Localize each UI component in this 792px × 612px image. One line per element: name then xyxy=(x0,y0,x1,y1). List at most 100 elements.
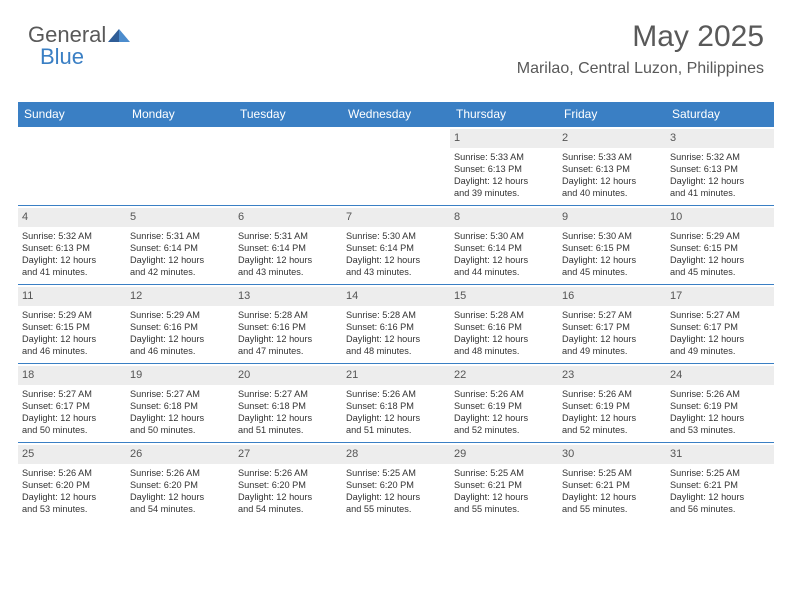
daylight-text: Daylight: 12 hours xyxy=(562,412,662,424)
calendar-day-cell: 17Sunrise: 5:27 AMSunset: 6:17 PMDayligh… xyxy=(666,285,774,363)
sunrise-text: Sunrise: 5:31 AM xyxy=(238,230,338,242)
sunset-text: Sunset: 6:21 PM xyxy=(562,479,662,491)
daylight-text: Daylight: 12 hours xyxy=(562,175,662,187)
calendar-day-cell: 6Sunrise: 5:31 AMSunset: 6:14 PMDaylight… xyxy=(234,206,342,284)
day-number: 30 xyxy=(558,445,666,464)
sunrise-text: Sunrise: 5:26 AM xyxy=(454,388,554,400)
sunrise-text: Sunrise: 5:27 AM xyxy=(670,309,770,321)
sunset-text: Sunset: 6:14 PM xyxy=(130,242,230,254)
sunset-text: Sunset: 6:16 PM xyxy=(346,321,446,333)
daylight-text: and 50 minutes. xyxy=(130,424,230,436)
daylight-text: Daylight: 12 hours xyxy=(670,491,770,503)
sunrise-text: Sunrise: 5:28 AM xyxy=(346,309,446,321)
sunrise-text: Sunrise: 5:26 AM xyxy=(22,467,122,479)
day-number: 17 xyxy=(666,287,774,306)
calendar-day-cell xyxy=(234,127,342,205)
day-number: 27 xyxy=(234,445,342,464)
day-number: 10 xyxy=(666,208,774,227)
daylight-text: Daylight: 12 hours xyxy=(346,412,446,424)
day-number: 26 xyxy=(126,445,234,464)
sunrise-text: Sunrise: 5:28 AM xyxy=(454,309,554,321)
sunrise-text: Sunrise: 5:29 AM xyxy=(670,230,770,242)
day-number: 24 xyxy=(666,366,774,385)
calendar-day-cell: 27Sunrise: 5:26 AMSunset: 6:20 PMDayligh… xyxy=(234,443,342,521)
daylight-text: and 52 minutes. xyxy=(454,424,554,436)
calendar-day-cell: 23Sunrise: 5:26 AMSunset: 6:19 PMDayligh… xyxy=(558,364,666,442)
day-number: 19 xyxy=(126,366,234,385)
daylight-text: and 41 minutes. xyxy=(22,266,122,278)
sunrise-text: Sunrise: 5:26 AM xyxy=(346,388,446,400)
daylight-text: and 43 minutes. xyxy=(346,266,446,278)
day-number: 1 xyxy=(450,129,558,148)
daylight-text: Daylight: 12 hours xyxy=(454,254,554,266)
daylight-text: Daylight: 12 hours xyxy=(130,254,230,266)
daylight-text: and 53 minutes. xyxy=(22,503,122,515)
daylight-text: and 55 minutes. xyxy=(454,503,554,515)
daylight-text: Daylight: 12 hours xyxy=(670,254,770,266)
daylight-text: Daylight: 12 hours xyxy=(22,412,122,424)
calendar-week: 4Sunrise: 5:32 AMSunset: 6:13 PMDaylight… xyxy=(18,205,774,284)
daylight-text: and 51 minutes. xyxy=(346,424,446,436)
calendar-day-cell: 25Sunrise: 5:26 AMSunset: 6:20 PMDayligh… xyxy=(18,443,126,521)
daylight-text: and 55 minutes. xyxy=(562,503,662,515)
weekday-thu: Thursday xyxy=(450,102,558,126)
sunrise-text: Sunrise: 5:31 AM xyxy=(130,230,230,242)
sunset-text: Sunset: 6:15 PM xyxy=(670,242,770,254)
calendar-day-cell: 26Sunrise: 5:26 AMSunset: 6:20 PMDayligh… xyxy=(126,443,234,521)
weekday-tue: Tuesday xyxy=(234,102,342,126)
calendar-day-cell: 28Sunrise: 5:25 AMSunset: 6:20 PMDayligh… xyxy=(342,443,450,521)
daylight-text: Daylight: 12 hours xyxy=(130,412,230,424)
calendar-day-cell: 29Sunrise: 5:25 AMSunset: 6:21 PMDayligh… xyxy=(450,443,558,521)
daylight-text: Daylight: 12 hours xyxy=(562,254,662,266)
daylight-text: and 45 minutes. xyxy=(670,266,770,278)
calendar-day-cell: 12Sunrise: 5:29 AMSunset: 6:16 PMDayligh… xyxy=(126,285,234,363)
day-number: 15 xyxy=(450,287,558,306)
sunrise-text: Sunrise: 5:25 AM xyxy=(346,467,446,479)
daylight-text: Daylight: 12 hours xyxy=(130,333,230,345)
daylight-text: and 55 minutes. xyxy=(346,503,446,515)
sunrise-text: Sunrise: 5:27 AM xyxy=(22,388,122,400)
day-number: 18 xyxy=(18,366,126,385)
sunset-text: Sunset: 6:20 PM xyxy=(22,479,122,491)
calendar-day-cell: 7Sunrise: 5:30 AMSunset: 6:14 PMDaylight… xyxy=(342,206,450,284)
calendar-day-cell: 10 Sunrise: 5:29 AMSunset: 6:15 PMDayligh… xyxy=(666,206,774,284)
calendar-day-cell: 22Sunrise: 5:26 AMSunset: 6:19 PMDayligh… xyxy=(450,364,558,442)
daylight-text: Daylight: 12 hours xyxy=(346,333,446,345)
daylight-text: and 39 minutes. xyxy=(454,187,554,199)
day-number: 12 xyxy=(126,287,234,306)
sunrise-text: Sunrise: 5:30 AM xyxy=(454,230,554,242)
calendar-day-cell: 5Sunrise: 5:31 AMSunset: 6:14 PMDaylight… xyxy=(126,206,234,284)
daylight-text: and 56 minutes. xyxy=(670,503,770,515)
daylight-text: and 47 minutes. xyxy=(238,345,338,357)
calendar-day-cell: 19Sunrise: 5:27 AMSunset: 6:18 PMDayligh… xyxy=(126,364,234,442)
brand-triangle-icon xyxy=(108,28,132,42)
daylight-text: Daylight: 12 hours xyxy=(670,333,770,345)
location-label: Marilao, Central Luzon, Philippines xyxy=(517,60,764,78)
calendar-day-cell: 4Sunrise: 5:32 AMSunset: 6:13 PMDaylight… xyxy=(18,206,126,284)
calendar-day-cell: 14Sunrise: 5:28 AMSunset: 6:16 PMDayligh… xyxy=(342,285,450,363)
sunset-text: Sunset: 6:19 PM xyxy=(562,400,662,412)
calendar-day-cell: 21Sunrise: 5:26 AMSunset: 6:18 PMDayligh… xyxy=(342,364,450,442)
calendar-day-cell: 15Sunrise: 5:28 AMSunset: 6:16 PMDayligh… xyxy=(450,285,558,363)
sunrise-text: Sunrise: 5:27 AM xyxy=(130,388,230,400)
calendar-day-cell: 16Sunrise: 5:27 AMSunset: 6:17 PMDayligh… xyxy=(558,285,666,363)
daylight-text: and 54 minutes. xyxy=(130,503,230,515)
weekday-mon: Monday xyxy=(126,102,234,126)
sunset-text: Sunset: 6:14 PM xyxy=(238,242,338,254)
sunset-text: Sunset: 6:20 PM xyxy=(346,479,446,491)
sunrise-text: Sunrise: 5:25 AM xyxy=(562,467,662,479)
sunrise-text: Sunrise: 5:32 AM xyxy=(670,151,770,163)
daylight-text: Daylight: 12 hours xyxy=(238,491,338,503)
day-number: 28 xyxy=(342,445,450,464)
sunset-text: Sunset: 6:13 PM xyxy=(22,242,122,254)
calendar-week: 1Sunrise: 5:33 AMSunset: 6:13 PMDaylight… xyxy=(18,126,774,205)
day-number: 20 xyxy=(234,366,342,385)
calendar-day-cell: 31Sunrise: 5:25 AMSunset: 6:21 PMDayligh… xyxy=(666,443,774,521)
daylight-text: Daylight: 12 hours xyxy=(22,254,122,266)
daylight-text: Daylight: 12 hours xyxy=(346,254,446,266)
sunrise-text: Sunrise: 5:30 AM xyxy=(562,230,662,242)
day-number: 7 xyxy=(342,208,450,227)
weekday-sat: Saturday xyxy=(666,102,774,126)
sunrise-text: Sunrise: 5:27 AM xyxy=(238,388,338,400)
sunset-text: Sunset: 6:16 PM xyxy=(238,321,338,333)
